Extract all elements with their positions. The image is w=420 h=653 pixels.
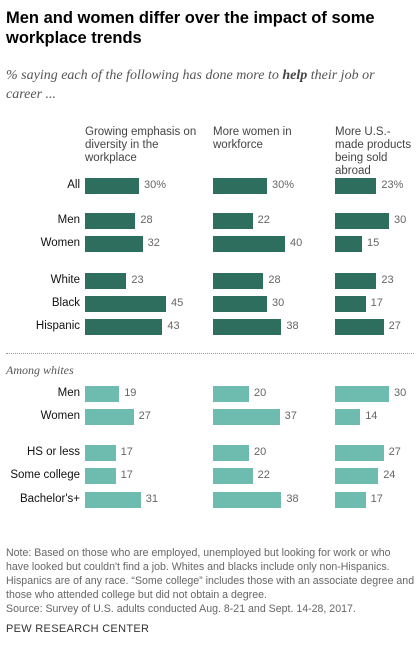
bar xyxy=(213,492,282,508)
bar xyxy=(213,236,285,252)
bar xyxy=(335,273,377,289)
bar xyxy=(335,236,362,252)
bar xyxy=(335,386,389,402)
column-header-3: More U.S.-made products being sold abroa… xyxy=(335,126,412,177)
bar xyxy=(85,386,120,402)
chart-title: Men and women differ over the impact of … xyxy=(6,9,375,47)
bar xyxy=(335,178,377,194)
value-label: 30 xyxy=(272,297,285,309)
value-label: 32 xyxy=(147,237,160,249)
bar xyxy=(85,296,166,312)
bar xyxy=(213,213,253,229)
bar xyxy=(213,273,264,289)
note-text: Note: Based on those who are employed, u… xyxy=(6,547,415,601)
bar xyxy=(85,178,139,194)
value-label: 23% xyxy=(381,179,404,191)
bar xyxy=(335,468,379,484)
value-label: 20 xyxy=(254,446,267,458)
bar xyxy=(213,445,249,461)
row-label: Women xyxy=(40,237,80,249)
value-label: 22 xyxy=(257,214,270,226)
row-label: Black xyxy=(51,297,80,309)
bar xyxy=(85,273,127,289)
bar xyxy=(213,296,267,312)
value-label: 27 xyxy=(138,410,151,422)
row-label: All xyxy=(67,179,80,191)
bar xyxy=(213,468,253,484)
value-label: 17 xyxy=(120,446,133,458)
value-label: 28 xyxy=(268,274,281,286)
value-label: 19 xyxy=(124,387,137,399)
column-header-2: More women in workforce xyxy=(213,126,292,151)
row-label: Women xyxy=(40,410,80,422)
value-label: 15 xyxy=(367,237,380,249)
bar xyxy=(85,409,134,425)
section-label-among-whites: Among whites xyxy=(6,363,74,377)
value-label: 17 xyxy=(370,297,383,309)
value-label: 38 xyxy=(286,493,299,505)
bar xyxy=(335,445,384,461)
row-label: HS or less xyxy=(26,446,80,458)
column-header-1: Growing emphasis on diversity in the wor… xyxy=(85,126,197,164)
subtitle-text-post: their job or career ... xyxy=(6,68,375,102)
row-label: Hispanic xyxy=(35,320,80,332)
row-label: Bachelor's+ xyxy=(19,493,80,505)
value-label: 43 xyxy=(167,320,180,332)
value-label: 23 xyxy=(131,274,144,286)
row-label: White xyxy=(50,274,80,286)
value-label: 22 xyxy=(257,469,270,481)
bar xyxy=(213,319,282,335)
bar xyxy=(85,319,163,335)
bar xyxy=(85,445,116,461)
value-label: 14 xyxy=(365,410,378,422)
value-label: 31 xyxy=(145,493,159,505)
bar xyxy=(335,296,366,312)
bar xyxy=(85,236,143,252)
subtitle-emphasis: help xyxy=(282,68,308,83)
value-label: 27 xyxy=(388,446,401,458)
bar xyxy=(213,409,280,425)
value-label: 30 xyxy=(394,387,407,399)
value-label: 30% xyxy=(272,179,295,191)
value-label: 27 xyxy=(388,320,401,332)
bar xyxy=(85,213,136,229)
bar xyxy=(335,409,361,425)
bar xyxy=(335,319,384,335)
value-label: 24 xyxy=(383,469,396,481)
subtitle-text-pre: % saying each of the following has done … xyxy=(6,68,283,83)
row-label: Some college xyxy=(10,469,80,481)
value-label: 45 xyxy=(171,297,184,309)
bar xyxy=(213,386,249,402)
value-label: 17 xyxy=(120,469,133,481)
value-label: 28 xyxy=(140,214,153,226)
value-label: 30 xyxy=(394,214,407,226)
value-label: 20 xyxy=(254,387,267,399)
value-label: 30% xyxy=(144,179,167,191)
bar xyxy=(335,213,389,229)
source-text: Source: Survey of U.S. adults conducted … xyxy=(6,603,356,615)
row-label: Men xyxy=(57,214,80,226)
value-label: 40 xyxy=(290,237,303,249)
value-label: 23 xyxy=(381,274,394,286)
value-label: 38 xyxy=(286,320,299,332)
bar xyxy=(213,178,267,194)
chart-subtitle: % saying each of the following has done … xyxy=(6,66,406,104)
section-divider xyxy=(6,353,414,354)
footer-brand: PEW RESEARCH CENTER xyxy=(6,623,150,635)
value-label: 17 xyxy=(370,493,383,505)
bar xyxy=(335,492,366,508)
row-label: Men xyxy=(57,387,80,399)
bar xyxy=(85,468,116,484)
value-label: 37 xyxy=(284,410,297,422)
chart-note: Note: Based on those who are employed, u… xyxy=(6,546,416,616)
bar xyxy=(85,492,141,508)
